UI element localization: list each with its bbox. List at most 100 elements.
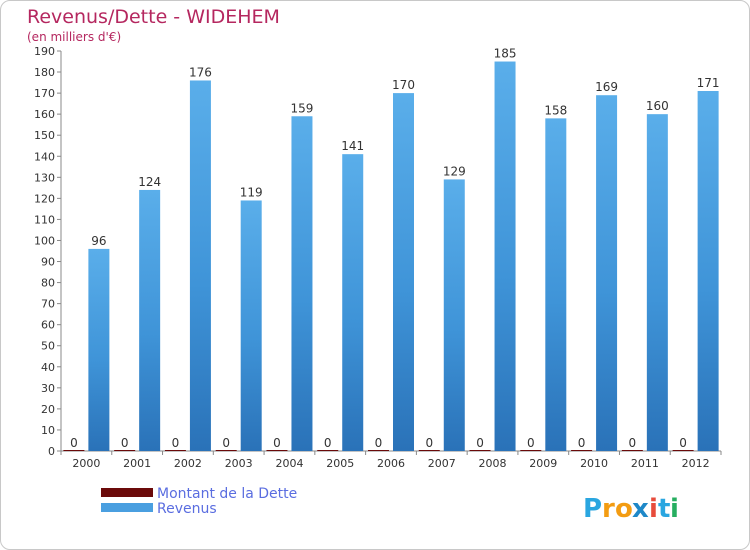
revenue-bar xyxy=(393,93,414,452)
logo-letter: t xyxy=(658,494,670,524)
logo-letter: i xyxy=(670,494,679,524)
y-tick-label: 60 xyxy=(41,319,55,332)
legend-label: Revenus xyxy=(157,501,217,517)
revenue-bar xyxy=(443,179,465,451)
revenue-bar xyxy=(189,80,211,451)
y-tick-label: 80 xyxy=(41,277,55,290)
chart-subtitle: (en milliers d'€) xyxy=(27,30,121,44)
revenue-value-label: 119 xyxy=(240,185,263,199)
revenue-value-label: 159 xyxy=(291,101,314,115)
revenue-value-label: 96 xyxy=(91,234,106,248)
y-tick-label: 70 xyxy=(41,298,55,311)
revenue-bar xyxy=(596,95,618,452)
debt-bar xyxy=(317,450,339,451)
y-tick-label: 130 xyxy=(34,171,55,184)
revenue-value-label: 169 xyxy=(595,80,618,94)
revenue-value-label: 176 xyxy=(189,65,212,79)
debt-bar xyxy=(672,450,694,451)
debt-bar xyxy=(418,450,440,451)
revenue-value-label: 158 xyxy=(544,103,567,117)
revenue-bar xyxy=(545,118,567,452)
debt-value-label: 0 xyxy=(578,436,586,450)
revenue-value-label: 170 xyxy=(392,78,415,92)
revenue-bar xyxy=(342,154,364,451)
logo-letter: x xyxy=(632,494,649,524)
bars: 0 96 0 124 0 176 0 119 0 159 0 141 0 170 0 129 0 185 0 158 0… xyxy=(63,47,720,452)
y-tick-label: 0 xyxy=(48,445,55,458)
y-tick-label: 120 xyxy=(34,192,55,205)
revenue-bar xyxy=(494,61,516,452)
y-tick-label: 170 xyxy=(34,87,55,100)
debt-bar xyxy=(164,450,186,451)
y-tick-label: 180 xyxy=(34,66,55,79)
debt-bar xyxy=(571,450,593,451)
revenue-value-label: 129 xyxy=(443,164,466,178)
debt-bar xyxy=(469,450,491,451)
y-tick-label: 20 xyxy=(41,403,55,416)
debt-value-label: 0 xyxy=(476,436,484,450)
y-tick-label: 110 xyxy=(34,213,55,226)
revenue-bar xyxy=(697,91,719,451)
x-tick-label: 2007 xyxy=(428,457,456,470)
debt-bar xyxy=(266,450,288,451)
debt-value-label: 0 xyxy=(222,436,230,450)
chart-title: Revenus/Dette - WIDEHEM xyxy=(27,6,280,28)
y-tick-label: 160 xyxy=(34,108,55,121)
debt-bar xyxy=(114,450,136,451)
y-tick-label: 10 xyxy=(41,424,55,437)
y-tick-label: 190 xyxy=(34,45,55,58)
legend-label: Montant de la Dette xyxy=(157,486,297,502)
debt-value-label: 0 xyxy=(121,436,129,450)
debt-bar xyxy=(368,450,389,451)
revenue-bar xyxy=(646,114,668,451)
debt-value-label: 0 xyxy=(629,436,637,450)
debt-value-label: 0 xyxy=(679,436,687,450)
legend-swatch xyxy=(101,503,153,512)
y-tick-label: 40 xyxy=(41,361,55,374)
logo-letter: o xyxy=(615,494,633,524)
logo-letter: i xyxy=(649,494,658,524)
legend-swatch xyxy=(101,488,153,497)
debt-value-label: 0 xyxy=(273,436,281,450)
x-tick-label: 2005 xyxy=(326,457,354,470)
logo-letter: r xyxy=(602,494,615,524)
revenue-value-label: 185 xyxy=(494,47,517,61)
debt-bar xyxy=(63,450,85,451)
revenue-value-label: 124 xyxy=(138,175,161,189)
revenue-value-label: 171 xyxy=(697,76,720,90)
revenue-bar xyxy=(240,200,262,451)
y-tick-label: 90 xyxy=(41,256,55,269)
y-tick-label: 140 xyxy=(34,150,55,163)
x-tick-label: 2008 xyxy=(479,457,507,470)
revenue-value-label: 160 xyxy=(646,99,669,113)
x-tick-label: 2012 xyxy=(682,457,710,470)
y-tick-label: 150 xyxy=(34,129,55,142)
logo-letter: P xyxy=(583,494,602,524)
axes: 0 10 20 30 40 50 60 70 80 90 100 110 120 130 140 150 160… xyxy=(34,45,722,470)
y-tick-label: 100 xyxy=(34,234,55,247)
debt-bar xyxy=(215,450,237,451)
x-tick-label: 2006 xyxy=(377,457,405,470)
x-tick-label: 2002 xyxy=(174,457,202,470)
revenue-bar xyxy=(139,189,161,451)
x-tick-label: 2001 xyxy=(123,457,151,470)
x-tick-label: 2010 xyxy=(580,457,608,470)
debt-bar xyxy=(520,450,542,451)
y-tick-label: 30 xyxy=(41,382,55,395)
debt-value-label: 0 xyxy=(324,436,332,450)
debt-value-label: 0 xyxy=(172,436,180,450)
x-tick-label: 2011 xyxy=(631,457,659,470)
debt-value-label: 0 xyxy=(425,436,433,450)
revenue-value-label: 141 xyxy=(341,139,364,153)
x-tick-label: 2000 xyxy=(72,457,100,470)
debt-value-label: 0 xyxy=(527,436,535,450)
revenue-bar xyxy=(88,248,110,451)
x-tick-label: 2009 xyxy=(529,457,557,470)
y-tick-label: 50 xyxy=(41,340,55,353)
revenue-bar xyxy=(291,116,313,452)
debt-value-label: 0 xyxy=(375,436,383,450)
x-tick-label: 2003 xyxy=(225,457,253,470)
